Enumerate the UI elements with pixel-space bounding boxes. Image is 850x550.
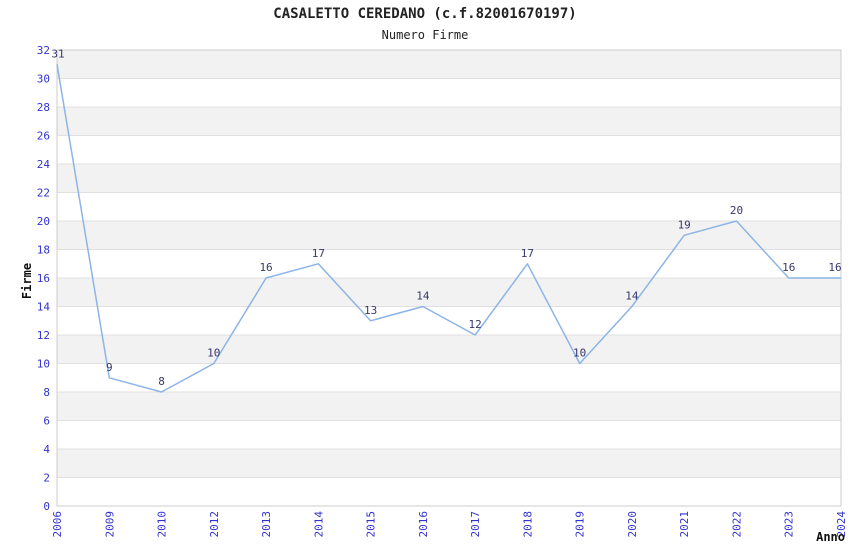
x-tick-label: 2023 <box>783 511 796 538</box>
point-label: 17 <box>312 247 325 260</box>
x-tick-label: 2021 <box>678 511 691 538</box>
y-tick-label: 24 <box>37 158 51 171</box>
x-tick-label: 2014 <box>312 511 325 538</box>
x-tick-label: 2012 <box>208 511 221 538</box>
grid-band <box>57 392 841 421</box>
x-tick-label: 2018 <box>521 511 534 538</box>
y-axis-label: Firme <box>20 262 34 300</box>
point-label: 19 <box>678 218 691 231</box>
x-axis-label: Anno <box>816 530 845 544</box>
y-tick-label: 14 <box>37 301 51 314</box>
point-label: 16 <box>828 261 841 274</box>
y-tick-label: 32 <box>37 44 50 57</box>
y-tick-label: 0 <box>43 500 50 513</box>
y-tick-label: 12 <box>37 329 50 342</box>
x-tick-label: 2010 <box>156 511 169 538</box>
y-tick-label: 6 <box>43 415 50 428</box>
y-tick-label: 2 <box>43 472 50 485</box>
point-label: 10 <box>207 347 220 360</box>
y-tick-label: 10 <box>37 358 50 371</box>
point-label: 17 <box>521 247 534 260</box>
x-tick-label: 2020 <box>626 511 639 538</box>
x-tick-label: 2013 <box>260 511 273 538</box>
x-tick-label: 2022 <box>730 511 743 538</box>
grid-band <box>57 335 841 364</box>
y-tick-label: 18 <box>37 244 50 257</box>
x-tick-label: 2006 <box>51 511 64 538</box>
grid-band <box>57 164 841 193</box>
chart-title: CASALETTO CEREDANO (c.f.82001670197) <box>273 6 577 22</box>
grid-band <box>57 449 841 478</box>
y-tick-label: 8 <box>43 386 50 399</box>
grid-band <box>57 221 841 250</box>
chart-subtitle: Numero Firme <box>381 28 469 42</box>
x-tick-label: 2009 <box>103 511 116 538</box>
point-label: 13 <box>364 304 377 317</box>
point-label: 9 <box>106 361 113 374</box>
grid-band <box>57 107 841 136</box>
y-tick-label: 22 <box>37 187 50 200</box>
x-tick-label: 2017 <box>469 511 482 538</box>
grid-band <box>57 278 841 307</box>
y-tick-label: 26 <box>37 130 50 143</box>
series-line <box>56 64 841 393</box>
point-label: 10 <box>573 347 586 360</box>
point-label: 16 <box>782 261 795 274</box>
x-tick-label: 2016 <box>417 511 430 538</box>
x-tick-label: 2015 <box>365 511 378 538</box>
y-tick-label: 30 <box>37 73 50 86</box>
y-tick-label: 20 <box>37 215 50 228</box>
y-tick-label: 28 <box>37 101 50 114</box>
y-tick-label: 4 <box>43 443 50 456</box>
x-tick-label: 2019 <box>574 511 587 538</box>
grid-band <box>57 50 841 79</box>
x-tick-label: 2024 <box>835 511 848 538</box>
point-label: 12 <box>469 318 482 331</box>
point-label: 8 <box>158 375 165 388</box>
point-label: 14 <box>416 290 430 303</box>
y-tick-label: 16 <box>37 272 50 285</box>
point-label: 20 <box>730 204 743 217</box>
point-label: 31 <box>51 47 64 60</box>
point-label: 16 <box>259 261 272 274</box>
point-label: 14 <box>625 290 639 303</box>
